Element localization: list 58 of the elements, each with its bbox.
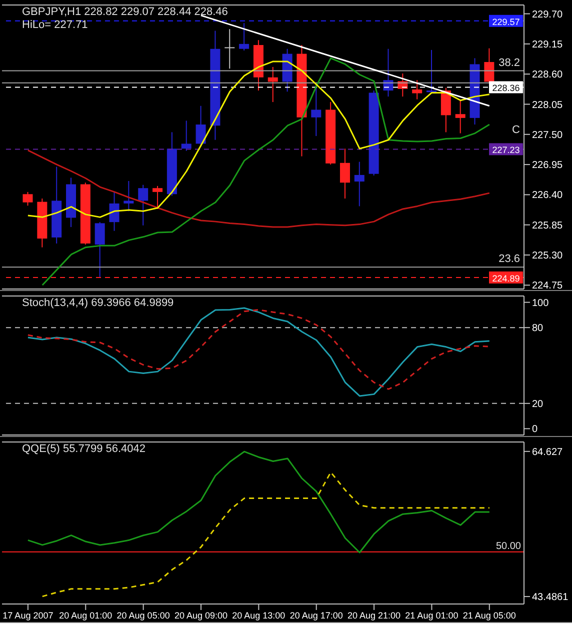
chart-title: Stoch(13,4,4) 69.3966 64.9899 — [22, 297, 174, 310]
y-tick-label: 225.85 — [532, 220, 564, 232]
candlestick — [455, 100, 466, 134]
y-tick-label: 226.40 — [532, 190, 564, 202]
line-series — [42, 471, 490, 598]
ref-line-label: 224.89 — [492, 273, 520, 284]
x-tick-label: 17 Aug 2007 — [2, 610, 54, 620]
candlestick — [109, 191, 120, 232]
y-tick-label: 229.70 — [532, 9, 564, 20]
y-tick-label: 100 — [532, 298, 550, 309]
line-series — [27, 150, 490, 228]
y-tick-label: 0 — [532, 424, 538, 436]
y-tick-label: 227.50 — [532, 130, 564, 141]
x-tick-label: 20 Aug 01:00 — [59, 610, 112, 620]
x-tick-label: 20 Aug 13:00 — [232, 610, 286, 620]
candlestick — [239, 22, 250, 52]
text: C — [511, 124, 521, 137]
y-tick-label: 228.60 — [532, 70, 564, 81]
candlestick — [412, 80, 422, 100]
candlestick — [124, 180, 134, 212]
ref-line-label: 229.57 — [492, 16, 520, 27]
candlestick — [311, 84, 322, 137]
chart-title: QQE(5) 55.7799 56.4042 — [22, 443, 146, 456]
candlestick — [196, 105, 206, 147]
x-tick-label: 21 Aug 05:00 — [462, 610, 516, 620]
y-tick-label: 229.15 — [532, 39, 564, 50]
ref-line-label: 227.23 — [492, 145, 520, 156]
annotation: 38.2 — [498, 56, 521, 70]
y-tick-label: 43.4861 — [532, 592, 569, 604]
y-tick-label: 228.05 — [532, 100, 564, 111]
candlestick — [484, 48, 494, 84]
candlestick — [138, 184, 148, 226]
candlestick — [268, 66, 278, 103]
ref-line-label: 50.00 — [496, 540, 522, 552]
candlestick — [224, 28, 235, 70]
x-tick-label: 20 Aug 17:00 — [290, 610, 343, 620]
candlestick — [426, 49, 437, 94]
x-tick-label: 20 Aug 05:00 — [116, 610, 170, 620]
line-series — [42, 57, 490, 286]
x-tick-label: 21 Aug 01:00 — [405, 610, 458, 620]
candlestick — [94, 222, 105, 278]
candlestick — [181, 120, 192, 152]
y-tick-label: 225.30 — [532, 250, 564, 262]
ref-line-label: 228.36 — [492, 83, 520, 94]
y-tick-label: 20 — [532, 398, 544, 410]
candlestick — [152, 185, 163, 210]
candlestick — [22, 191, 33, 206]
x-tick-label: 20 Aug 09:00 — [174, 610, 228, 620]
candlestick — [354, 161, 364, 207]
y-tick-label: 64.627 — [532, 446, 564, 458]
text: HiLo= 227.71 — [22, 19, 89, 32]
y-tick-label: 226.95 — [532, 160, 564, 172]
chart-title: GBPJPY,H1 228.82 229.07 228.44 228.46 — [22, 6, 228, 19]
y-tick-label: 80 — [532, 323, 544, 334]
x-tick-label: 20 Aug 21:00 — [348, 610, 401, 620]
y-tick-label: 224.75 — [532, 280, 564, 292]
annotation: 23.6 — [498, 253, 521, 266]
candlestick — [340, 148, 350, 200]
